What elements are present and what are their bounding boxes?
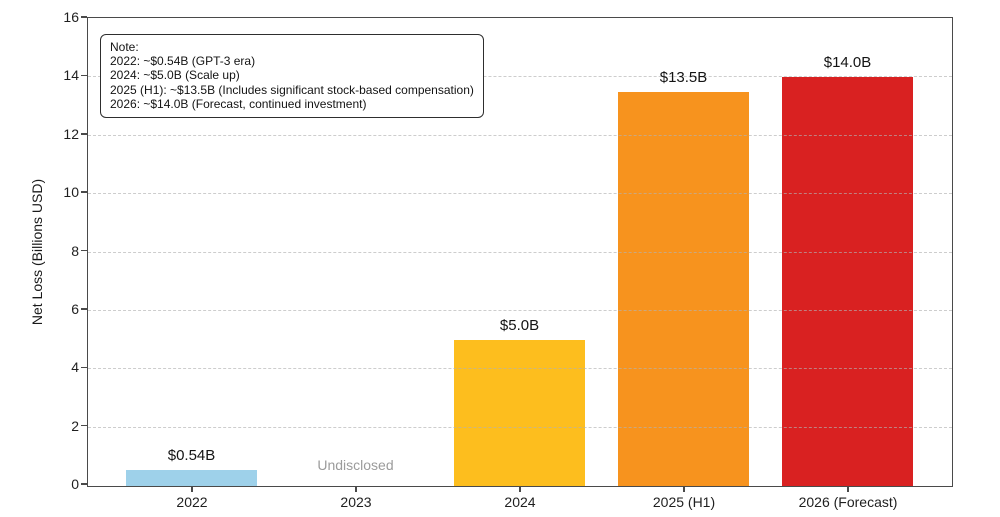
bar-2025-h1: [618, 91, 749, 486]
bar-value-label-2026-forecast: $14.0B: [823, 54, 872, 72]
x-tick-mark-2022: [191, 487, 193, 492]
bar-value-label-2022: $0.54B: [167, 447, 216, 465]
y-tick-mark-8: [81, 249, 87, 252]
y-tick-mark-4: [81, 366, 87, 368]
y-tick-label-6: 6: [71, 300, 79, 317]
x-tick-mark-2025-h1: [683, 487, 685, 492]
bar-2024: [454, 340, 585, 486]
bar-value-label-2024: $5.0B: [499, 317, 540, 335]
x-tick-mark-2023: [355, 487, 357, 492]
y-tick-label-10: 10: [63, 184, 79, 201]
note-line: 2025 (H1): ~$13.5B (Includes significant…: [110, 82, 474, 97]
bar-value-label-2025-h1: $13.5B: [659, 68, 708, 86]
note-line: 2026: ~$14.0B (Forecast, continued inves…: [110, 96, 367, 111]
plot-area: Note: 2022: ~$0.54B (GPT-3 era) 2024: ~$…: [87, 17, 953, 487]
bar-2026-forecast: [782, 77, 913, 486]
x-tick-label-2022: 2022: [176, 494, 208, 510]
bar-value-label-2023: Undisclosed: [317, 457, 394, 473]
y-tick-label-14: 14: [63, 67, 79, 84]
y-tick-mark-10: [81, 191, 87, 193]
note-line: 2024: ~$5.0B (Scale up): [110, 68, 240, 83]
y-tick-mark-14: [81, 74, 87, 77]
y-tick-label-12: 12: [63, 125, 79, 142]
y-tick-mark-16: [81, 16, 87, 18]
y-tick-mark-12: [81, 133, 87, 135]
bar-2022: [126, 470, 257, 486]
note-box: Note: 2022: ~$0.54B (GPT-3 era) 2024: ~$…: [100, 34, 484, 119]
y-tick-mark-0: [81, 483, 87, 485]
y-tick-label-8: 8: [71, 242, 79, 259]
note-line: Note:: [110, 40, 139, 54]
x-tick-mark-2026-forecast: [847, 487, 849, 492]
note-line: 2022: ~$0.54B (GPT-3 era): [110, 54, 256, 69]
x-tick-label-2026-forecast: 2026 (Forecast): [798, 494, 898, 510]
x-tick-mark-2024: [519, 487, 521, 492]
x-tick-label-2025-h1: 2025 (H1): [652, 494, 716, 510]
x-tick-label-2024: 2024: [504, 494, 536, 510]
y-tick-label-2: 2: [71, 417, 79, 434]
y-tick-mark-6: [81, 308, 87, 310]
y-tick-label-0: 0: [71, 476, 79, 492]
y-tick-label-4: 4: [71, 359, 79, 376]
y-tick-label-16: 16: [63, 9, 79, 25]
x-tick-label-2023: 2023: [340, 494, 372, 510]
y-tick-mark-2: [81, 424, 87, 427]
